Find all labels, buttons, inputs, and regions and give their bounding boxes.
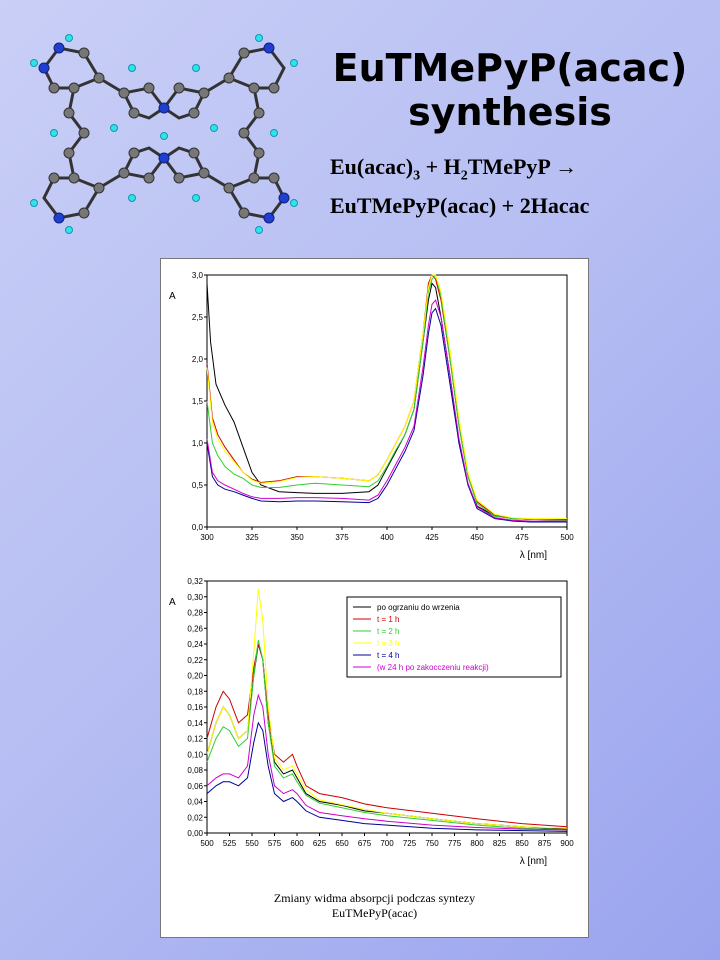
legend-box xyxy=(346,596,562,678)
y-axis-label: A xyxy=(169,597,176,608)
x-axis-label: λ [nm] xyxy=(520,856,547,867)
title-line-2: synthesis xyxy=(408,90,612,134)
caption-line-2: EuTMePyP(acac) xyxy=(331,906,418,920)
x-tick-label: 900 xyxy=(560,839,574,848)
series-line-6 xyxy=(206,299,567,522)
y-tick-label: 0,28 xyxy=(187,609,203,618)
y-tick-label: 1,0 xyxy=(192,439,204,448)
equation-line-1: Eu(acac)3 + H2TMePyP → xyxy=(330,152,589,191)
y-tick-label: 0,16 xyxy=(187,703,203,712)
y-tick-label: 0,0 xyxy=(192,523,204,532)
x-tick-label: 350 xyxy=(290,533,304,542)
x-tick-label: 325 xyxy=(245,533,259,542)
figure-caption: Zmiany widma absorpcji podczas syntezy E… xyxy=(161,891,588,921)
y-tick-label: 2,0 xyxy=(192,355,204,364)
reaction-equation: Eu(acac)3 + H2TMePyP → EuTMePyP(acac) + … xyxy=(330,152,589,221)
legend-label: t = 2 h xyxy=(377,627,399,636)
y-tick-label: 0,26 xyxy=(187,624,203,633)
series-line-3 xyxy=(206,273,568,521)
x-tick-label: 575 xyxy=(268,839,282,848)
legend-label: (w 24 h po zakocczeniu reakcji) xyxy=(377,663,489,672)
porphyrin-molecule-image xyxy=(30,34,298,234)
y-tick-label: 0,20 xyxy=(187,672,203,681)
title-line-1: EuTMePyP(acac) xyxy=(332,46,688,90)
y-tick-label: 0,18 xyxy=(187,687,203,696)
series-line-3 xyxy=(206,639,568,831)
y-tick-label: 0,30 xyxy=(187,593,203,602)
y-tick-label: 0,32 xyxy=(187,577,203,586)
x-tick-label: 300 xyxy=(200,533,214,542)
x-tick-label: 400 xyxy=(380,533,394,542)
x-axis-label: λ [nm] xyxy=(520,550,547,561)
x-tick-label: 550 xyxy=(245,839,259,848)
x-tick-label: 725 xyxy=(403,839,417,848)
x-tick-label: 600 xyxy=(290,839,304,848)
y-tick-label: 0,06 xyxy=(187,782,203,791)
legend-label: t = 4 h xyxy=(377,651,399,660)
x-tick-label: 500 xyxy=(200,839,214,848)
caption-line-1: Zmiany widma absorpcji podczas syntezy xyxy=(273,891,476,905)
x-tick-label: 825 xyxy=(493,839,507,848)
x-tick-label: 650 xyxy=(335,839,349,848)
eq-sub-2: 2 xyxy=(460,168,468,184)
y-tick-label: 0,5 xyxy=(192,481,204,490)
x-tick-label: 800 xyxy=(470,839,484,848)
y-tick-label: 0,00 xyxy=(187,829,203,838)
molecule-atoms-carbon xyxy=(48,47,280,219)
series-line-2 xyxy=(206,643,568,828)
slide-title: EuTMePyP(acac) synthesis xyxy=(330,46,690,134)
absorption-chart-q-bands: 0,00 0,02 0,04 0,06 0,08 0,10 0,12 0,14 0,16 0,18… xyxy=(169,577,574,867)
series-line-6 xyxy=(206,693,568,831)
x-tick-label: 475 xyxy=(515,533,529,542)
y-tick-label: 0,22 xyxy=(187,656,203,665)
legend-label: t = 3 h xyxy=(377,639,399,648)
x-tick-label: 750 xyxy=(425,839,439,848)
x-tick-label: 425 xyxy=(425,533,439,542)
eq-part-c: TMePyP → xyxy=(467,154,578,179)
x-tick-label: 525 xyxy=(223,839,237,848)
molecule-atoms-nitrogen xyxy=(38,42,290,224)
x-tick-label: 775 xyxy=(448,839,462,848)
y-tick-label: 0,12 xyxy=(187,735,203,744)
x-tick-label: 625 xyxy=(313,839,327,848)
y-tick-label: 1,5 xyxy=(192,397,204,406)
y-tick-label: 0,14 xyxy=(187,719,203,728)
series-line-5 xyxy=(206,721,568,832)
series-line-5 xyxy=(206,307,567,523)
x-tick-label: 875 xyxy=(538,839,552,848)
legend-label: po ogrzaniu do wrzenia xyxy=(377,603,460,612)
absorption-chart-soret: 0,0 0,5 1,0 1,5 2,0 2,5 3,0 300 325 350 375 400 425 4… xyxy=(169,271,574,561)
eq-part-a: Eu(acac) xyxy=(330,154,414,179)
figure-panel: 0,0 0,5 1,0 1,5 2,0 2,5 3,0 300 325 350 375 400 425 4… xyxy=(160,258,589,938)
plot-frame xyxy=(206,274,568,528)
x-tick-label: 675 xyxy=(358,839,372,848)
x-tick-label: 375 xyxy=(335,533,349,542)
y-tick-label: 0,04 xyxy=(187,798,203,807)
series-line-4 xyxy=(206,588,568,829)
y-tick-label: 0,08 xyxy=(187,766,203,775)
y-tick-label: 2,5 xyxy=(192,313,204,322)
y-tick-label: 0,24 xyxy=(187,640,203,649)
series-line-4 xyxy=(206,274,567,520)
eq-part-b: + H xyxy=(420,154,461,179)
equation-line-2: EuTMePyP(acac) + 2Hacac xyxy=(330,193,590,219)
legend-label: t = 1 h xyxy=(377,615,399,624)
x-tick-label: 700 xyxy=(380,839,394,848)
x-tick-label: 850 xyxy=(515,839,529,848)
x-tick-label: 450 xyxy=(470,533,484,542)
y-tick-label: 0,10 xyxy=(187,750,203,759)
y-axis-label: A xyxy=(169,291,176,302)
molecule-atoms-hydrogen xyxy=(30,34,298,234)
y-tick-label: 3,0 xyxy=(192,271,204,280)
y-tick-label: 0,02 xyxy=(187,813,203,822)
eq-sub-3: 3 xyxy=(413,168,421,184)
x-tick-label: 500 xyxy=(560,533,574,542)
